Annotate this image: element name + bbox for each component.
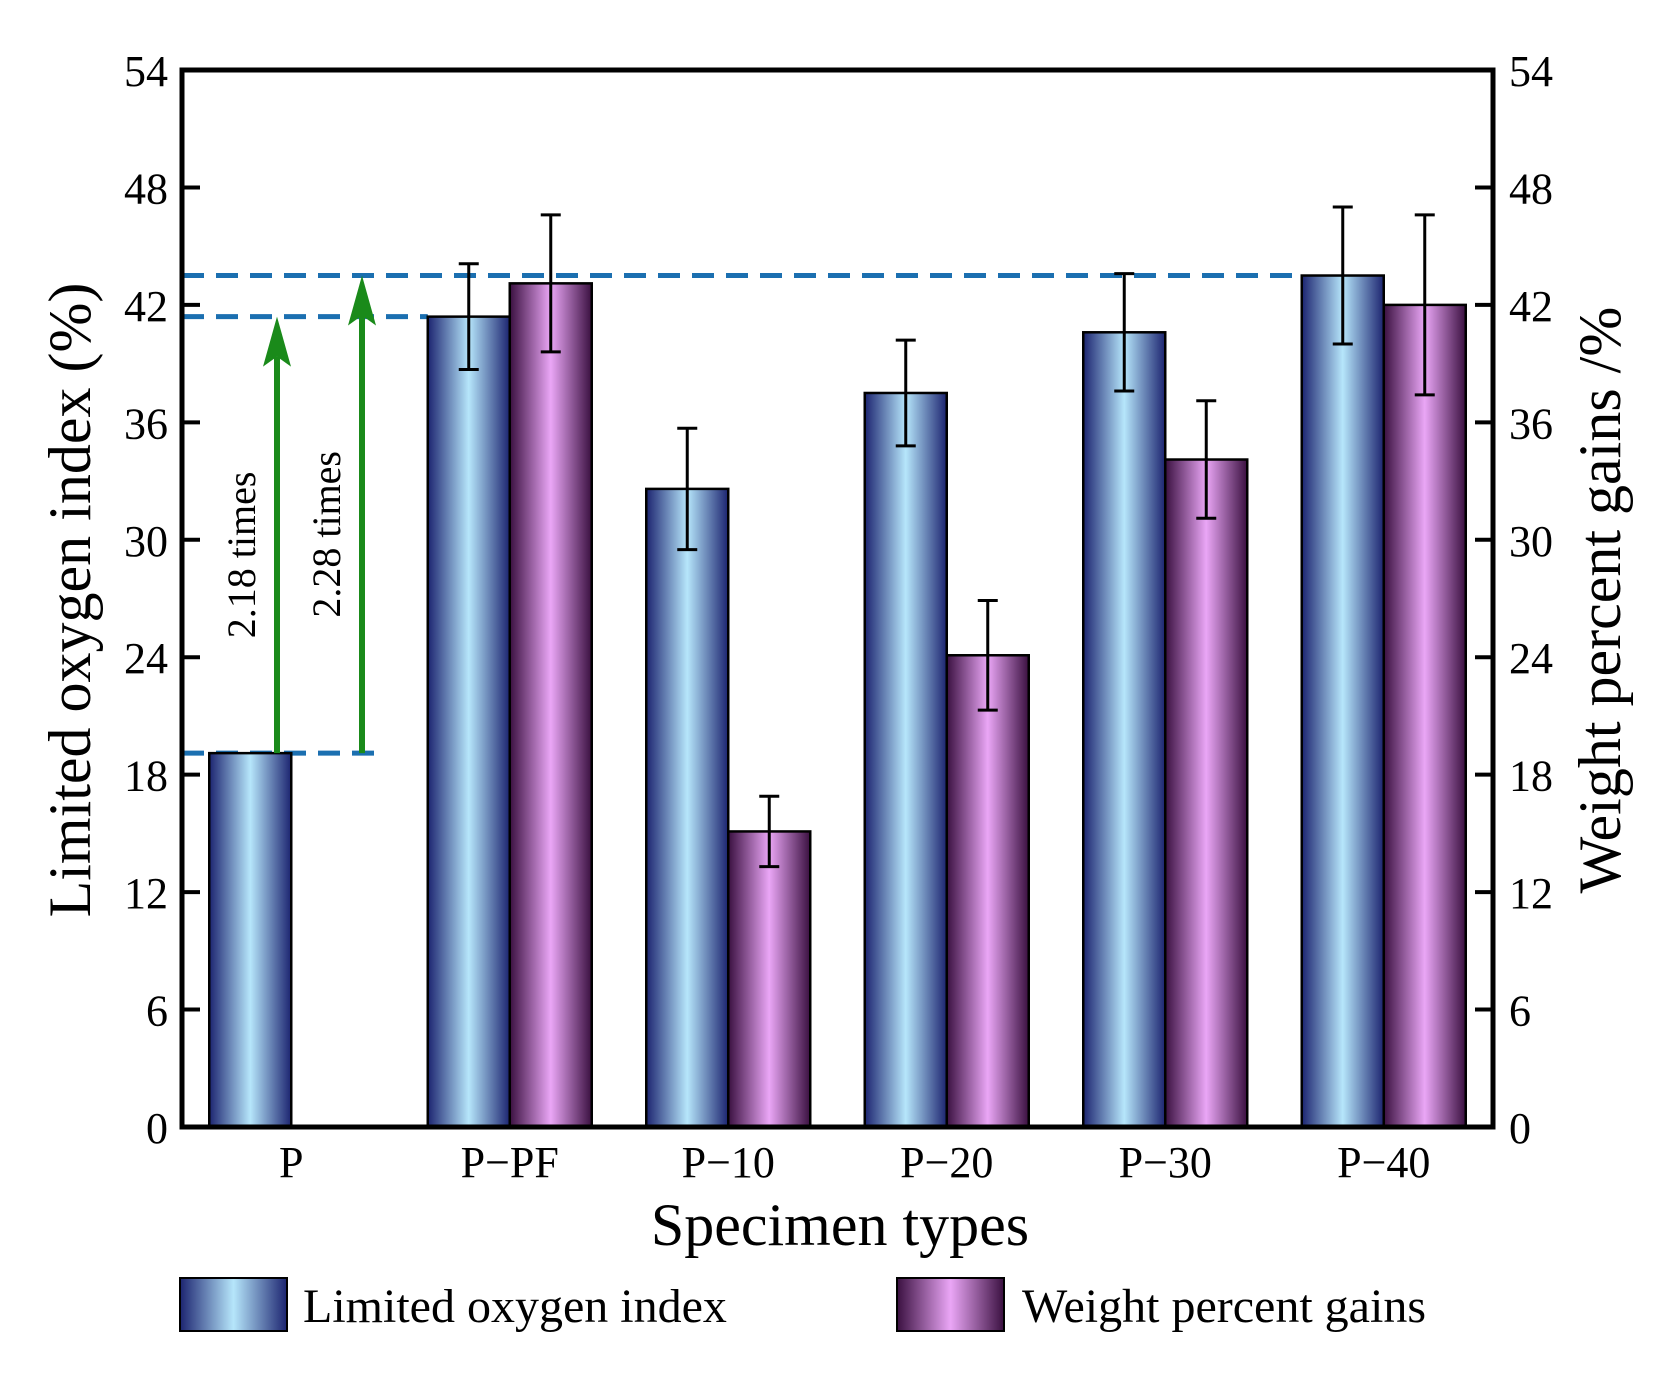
y-tick-label-left: 18 <box>124 752 168 801</box>
y-tick-label-right: 24 <box>1509 634 1553 683</box>
bar-limited-oxygen-index <box>1300 274 1385 1129</box>
y-tick-label-right: 54 <box>1509 47 1553 96</box>
bar-limited-oxygen-index <box>863 391 948 1129</box>
y-tick-label-left: 36 <box>124 399 168 448</box>
y-tick-label-right: 42 <box>1509 282 1553 331</box>
bar-limited-oxygen-index <box>208 751 293 1129</box>
y-tick-label-left: 24 <box>124 634 168 683</box>
x-tick-label: P <box>279 1138 303 1187</box>
right-y-axis-label: Weight percent gains /% <box>1567 307 1633 894</box>
plot-frame <box>179 67 1496 1130</box>
bar-weight-percent-gains <box>1164 458 1249 1129</box>
x-tick-label: P−10 <box>682 1138 775 1187</box>
bar-limited-oxygen-index <box>1082 331 1167 1129</box>
legend-swatch-wpg <box>896 1277 1005 1332</box>
left-y-ticks: 0 6 12 18 24 30 36 42 48 54 <box>124 47 200 1153</box>
left-y-axis-label: Limited oxygen index (%) <box>37 283 103 918</box>
x-tick-labels: P P−PF P−10 P−20 P−30 P−40 <box>279 1138 1430 1187</box>
y-tick-label-left: 54 <box>124 47 168 96</box>
x-tick-label: P−20 <box>900 1138 993 1187</box>
y-tick-label-right: 18 <box>1509 752 1553 801</box>
y-tick-label-left: 42 <box>124 282 168 331</box>
y-tick-label-right: 36 <box>1509 399 1553 448</box>
legend-swatch-loi <box>179 1277 288 1332</box>
y-tick-label-left: 48 <box>124 164 168 213</box>
y-tick-label-left: 6 <box>146 987 168 1036</box>
annotation-arrow-head <box>348 275 376 326</box>
annotation-label: 2.28 times <box>304 451 349 618</box>
legend-label-loi: Limited oxygen index <box>303 1280 727 1333</box>
bar-limited-oxygen-index <box>645 487 730 1129</box>
y-tick-label-right: 6 <box>1509 987 1531 1036</box>
y-tick-label-left: 30 <box>124 517 168 566</box>
bar-limited-oxygen-index <box>426 315 511 1129</box>
arrows-group: 2.18 times 2.28 times <box>219 275 376 754</box>
y-tick-label-right: 0 <box>1509 1104 1531 1153</box>
bar-weight-percent-gains <box>945 654 1030 1129</box>
y-tick-label-left: 12 <box>124 869 168 918</box>
bar-weight-percent-gains <box>508 282 593 1129</box>
errorbars-group <box>458 205 1435 869</box>
legend: Limited oxygen index Weight percent gain… <box>179 1277 1426 1333</box>
y-tick-label-right: 48 <box>1509 164 1553 213</box>
legend-label-wpg: Weight percent gains <box>1022 1280 1426 1333</box>
reference-lines <box>182 273 1302 756</box>
annotation-arrow-head <box>263 316 291 367</box>
y-tick-label-right: 30 <box>1509 517 1553 566</box>
bars-group <box>208 274 1467 1129</box>
y-tick-label-left: 0 <box>146 1104 168 1153</box>
x-tick-label: P−30 <box>1119 1138 1212 1187</box>
x-tick-label: P−PF <box>461 1138 559 1187</box>
bar-weight-percent-gains <box>1382 303 1467 1129</box>
x-tick-label: P−40 <box>1337 1138 1430 1187</box>
annotation-label: 2.18 times <box>219 472 264 639</box>
right-y-ticks: 0 6 12 18 24 30 36 42 48 54 <box>1475 47 1553 1153</box>
x-axis-label: Specimen types <box>651 1192 1029 1258</box>
y-tick-label-right: 12 <box>1509 869 1553 918</box>
bar-weight-percent-gains <box>727 830 812 1129</box>
